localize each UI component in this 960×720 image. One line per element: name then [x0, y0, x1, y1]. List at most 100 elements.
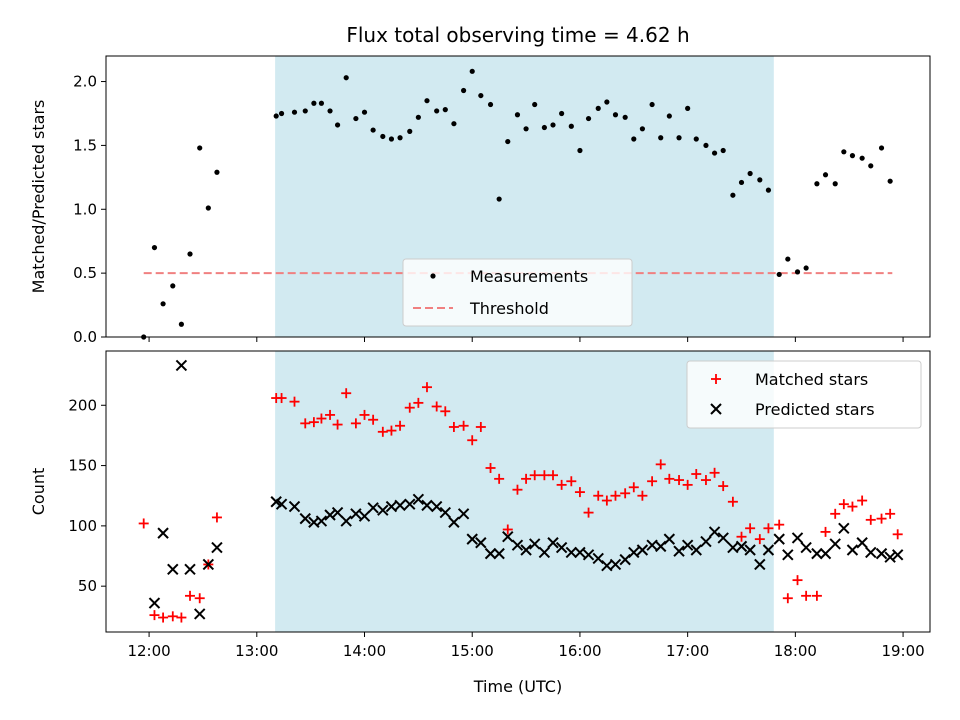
data-point-plus [404, 402, 415, 413]
data-point-x [412, 493, 425, 506]
data-point-x [484, 547, 497, 560]
data-point-plus [792, 575, 803, 586]
x-stroke-b [555, 541, 568, 554]
x-stroke-b [367, 502, 379, 514]
x-stroke-b [457, 508, 470, 520]
x-tick-label: 12:00 [127, 642, 170, 660]
data-point [832, 181, 838, 187]
data-point-x [194, 608, 206, 620]
data-point-plus [736, 531, 747, 542]
data-point-x [547, 537, 559, 549]
data-point [666, 113, 672, 119]
x-stroke-b [762, 544, 775, 556]
x-stroke-b [528, 538, 541, 550]
legend-label: Measurements [470, 267, 588, 286]
data-point-plus [847, 501, 858, 512]
data-point-x [762, 544, 775, 556]
x-stroke-b [493, 547, 505, 560]
data-point-plus [176, 612, 187, 623]
data-point [765, 187, 772, 193]
data-point-plus [502, 524, 513, 535]
data-point-plus [556, 479, 567, 490]
data-point-x [673, 545, 685, 557]
x-stroke-b [884, 551, 896, 563]
data-point-plus [601, 495, 612, 506]
data-point [550, 122, 556, 128]
data-point-x [690, 544, 702, 556]
data-point [649, 101, 655, 108]
data-point-x [331, 506, 344, 519]
data-point-x [275, 498, 288, 510]
x-stroke-b [754, 558, 766, 571]
legend: Matched stars Predicted stars [686, 360, 922, 429]
data-point [407, 128, 413, 134]
data-point-plus [885, 508, 896, 519]
x-stroke-b [315, 515, 328, 527]
data-point [461, 87, 467, 94]
x-tick-label: 17:00 [666, 642, 709, 660]
data-point [160, 301, 166, 307]
data-point [822, 172, 829, 178]
series-measurements [141, 68, 893, 340]
y-tick-label: 50 [78, 577, 97, 595]
x-tick-label: 16:00 [558, 642, 601, 660]
data-point [442, 107, 448, 113]
data-point [577, 147, 583, 154]
data-point [878, 145, 885, 151]
x-stroke-b [875, 547, 888, 560]
data-point-plus [865, 514, 876, 525]
x-stroke-b [350, 508, 362, 520]
x-stroke-b [681, 539, 694, 551]
data-point [327, 108, 333, 114]
x-stroke-b [800, 541, 812, 554]
legend: Measurements Threshold [402, 258, 633, 327]
x-stroke-b [565, 546, 578, 559]
x-stroke-b [324, 509, 336, 521]
y-tick-label: 1.5 [73, 136, 97, 154]
data-point-x [700, 535, 712, 548]
legend-box [402, 258, 633, 327]
data-point [703, 142, 709, 149]
data-point-x [175, 359, 188, 372]
data-point-x [846, 544, 859, 556]
data-point [711, 150, 718, 156]
x-stroke-b [582, 549, 595, 561]
data-point-x [367, 502, 379, 514]
data-point [434, 108, 440, 114]
x-stroke-b [275, 498, 288, 510]
data-point [803, 265, 809, 271]
data-point [676, 135, 682, 141]
data-point-plus [727, 496, 738, 507]
x-stroke-b [211, 541, 223, 554]
x-stroke-b [175, 359, 188, 372]
data-point-plus [628, 482, 639, 493]
data-point-x [511, 539, 524, 551]
x-stroke-b [385, 500, 398, 513]
x-stroke-b [404, 498, 416, 510]
data-point [568, 123, 574, 129]
data-point [170, 283, 176, 289]
data-point-x [394, 499, 406, 512]
legend-marker-x-b [710, 403, 722, 415]
data-point [747, 170, 753, 177]
legend-box [686, 360, 922, 429]
data-point-x [184, 563, 196, 575]
data-point-x [502, 531, 514, 543]
data-point-plus [316, 413, 327, 424]
x-stroke-b [811, 547, 823, 560]
y-tick-label: 0.0 [73, 328, 97, 346]
data-point-x [475, 537, 487, 549]
data-point-plus [838, 499, 849, 510]
data-point [178, 321, 184, 327]
data-point-x [800, 541, 812, 554]
data-point-plus [529, 470, 540, 481]
x-stroke-b [708, 526, 721, 538]
y-tick-label: 100 [68, 517, 97, 535]
x-stroke-b [773, 533, 785, 545]
data-point-plus [300, 418, 311, 429]
x-stroke-b [184, 563, 196, 575]
data-point [205, 205, 211, 211]
x-stroke-b [628, 546, 640, 559]
data-point [604, 99, 610, 105]
